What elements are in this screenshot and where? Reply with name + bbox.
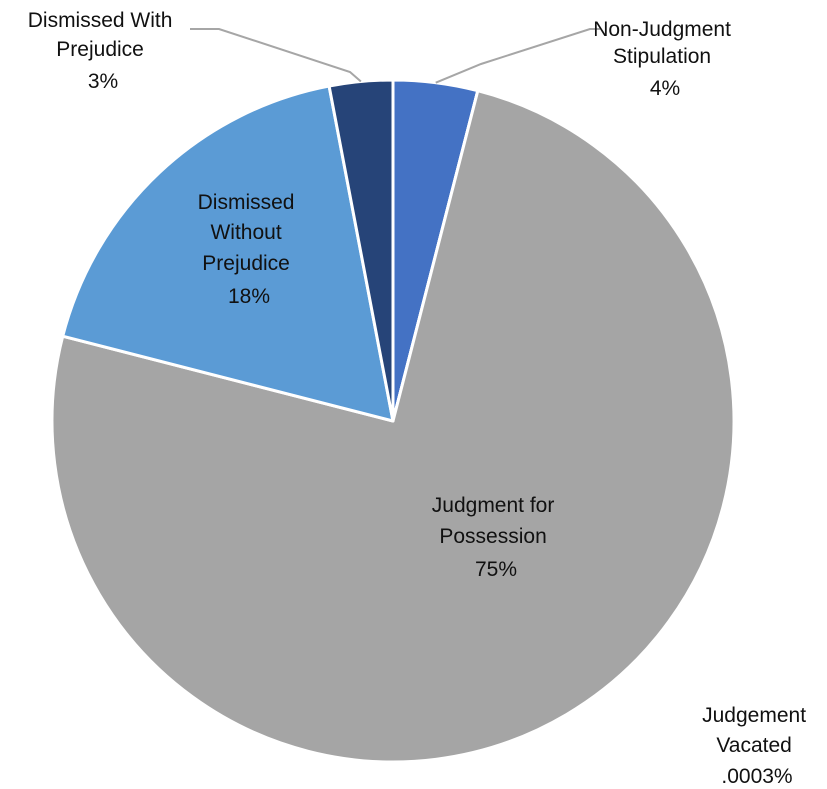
pie-slice-dismissed-without-prejudice: [61, 84, 395, 423]
leader-line-non-judgment-stipulation: [435, 28, 600, 84]
slice-label-dismissed-with-prejudice: Dismissed With Prejudice 3%: [28, 9, 179, 93]
slice-label-judgment-for-possession: Judgment for Possession 75%: [432, 494, 560, 581]
pie-slice-judgment-for-possession: [50, 89, 736, 764]
slice-label-judgement-vacated: Judgement Vacated .0003%: [702, 704, 812, 788]
slice-label-dismissed-without-prejudice: Dismissed Without Prejudice 18%: [198, 191, 301, 308]
leader-lines: [190, 28, 600, 84]
slice-label-non-judgment-stipulation: Non-Judgment Stipulation 4%: [593, 18, 737, 100]
leader-line-dismissed-with-prejudice: [190, 28, 362, 83]
pie-slice-dismissed-with-prejudice: [327, 78, 395, 423]
pie-slices: [50, 78, 736, 764]
